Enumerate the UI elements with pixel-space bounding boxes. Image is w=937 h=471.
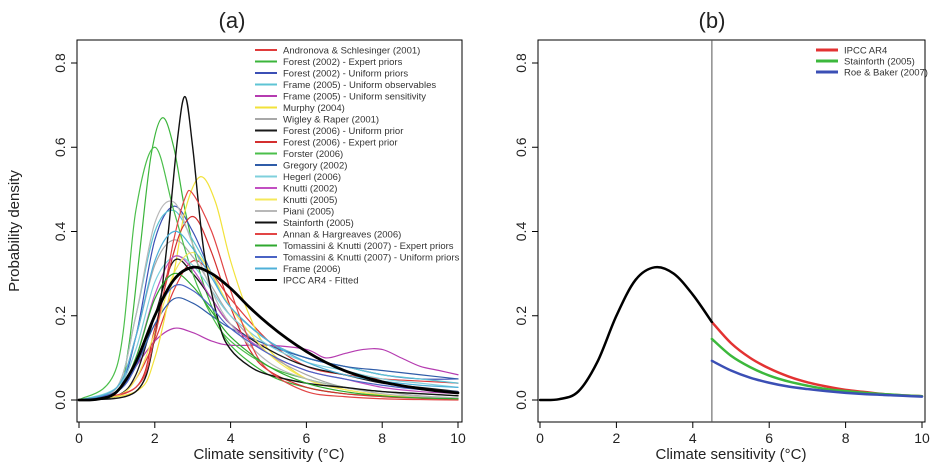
legend-label: Forest (2002) - Uniform priors (283, 68, 408, 79)
legend-label: Frame (2006) (283, 264, 341, 275)
panel-a-xticks: 0 2 4 6 8 10 (75, 422, 466, 446)
series-line (78, 189, 459, 401)
series-line (77, 265, 460, 402)
legend-label: Stainforth (2005) (283, 218, 354, 229)
x-tick-label: 0 (536, 430, 544, 446)
y-tick-label: 0.0 (52, 390, 68, 410)
series-line (78, 284, 459, 401)
y-tick-label: 0.2 (52, 306, 68, 326)
series-line (78, 251, 459, 401)
x-tick-label: 8 (842, 430, 850, 446)
y-tick-label: 0.0 (513, 390, 529, 410)
series-line (78, 200, 459, 401)
y-tick-label: 0.4 (513, 222, 529, 242)
legend-label: Gregory (2002) (283, 160, 347, 171)
legend-label: Annan & Hargreaves (2006) (283, 229, 401, 240)
series-line (710, 320, 924, 398)
legend-label: Stainforth (2005) (844, 56, 915, 67)
legend-label: Forest (2006) - Expert prior (283, 137, 398, 148)
y-tick-label: 0.8 (513, 53, 529, 73)
legend-label: Andronova & Schlesinger (2001) (283, 45, 420, 56)
legend-label: Tomassini & Knutti (2007) - Expert prior… (283, 241, 454, 252)
x-tick-label: 10 (450, 430, 466, 446)
panel-a-xlabel: Climate sensitivity (°C) (193, 446, 344, 463)
legend-label: Frame (2005) - Uniform observables (283, 80, 436, 91)
series-line (78, 272, 459, 401)
x-tick-label: 4 (227, 430, 235, 446)
legend-label: Wigley & Raper (2001) (283, 114, 379, 125)
y-tick-label: 0.6 (52, 137, 68, 157)
panel-a-title: (a) (219, 8, 246, 33)
x-tick-label: 6 (303, 430, 311, 446)
panel-b-series (538, 40, 924, 422)
x-tick-label: 6 (765, 430, 773, 446)
series-line (78, 95, 459, 401)
y-tick-label: 0.4 (52, 222, 68, 242)
panel-a-legend: Andronova & Schlesinger (2001)Forest (20… (255, 45, 460, 286)
panel-a-ylabel: Probability density (6, 170, 23, 292)
legend-label: Murphy (2004) (283, 103, 345, 114)
legend-label: Roe & Baker (2007) (844, 67, 928, 78)
x-tick-label: 2 (613, 430, 621, 446)
legend-label: Piani (2005) (283, 206, 334, 217)
legend-label: Hegerl (2006) (283, 172, 341, 183)
legend-label: Tomassini & Knutti (2007) - Uniform prio… (283, 252, 460, 263)
y-tick-label: 0.2 (513, 306, 529, 326)
x-tick-label: 8 (378, 430, 386, 446)
panel-b-yticks: 0.0 0.2 0.4 0.6 0.8 (513, 53, 538, 410)
x-tick-label: 2 (151, 430, 159, 446)
panel-a: (a) Climate sensitivity (°C) Probability… (6, 8, 466, 463)
x-tick-label: 4 (689, 430, 697, 446)
panel-b-xticks: 0 2 4 6 8 10 (536, 422, 930, 446)
legend-label: IPCC AR4 (844, 45, 887, 56)
panel-b-xlabel: Climate sensitivity (°C) (655, 446, 806, 463)
series-line (78, 255, 459, 401)
legend-label: Forster (2006) (283, 149, 343, 160)
legend-label: Knutti (2002) (283, 183, 337, 194)
legend-label: IPCC AR4 - Fitted (283, 275, 359, 286)
series-line (710, 359, 924, 398)
panel-a-yticks: 0.0 0.2 0.4 0.6 0.8 (52, 53, 77, 410)
panel-b-title: (b) (699, 8, 726, 33)
legend-label: Forest (2006) - Uniform prior (283, 126, 403, 137)
panel-a-series (77, 95, 460, 402)
series-line (538, 265, 714, 402)
legend-label: Knutti (2005) (283, 195, 337, 206)
x-tick-label: 0 (75, 430, 83, 446)
y-tick-label: 0.6 (513, 137, 529, 157)
y-tick-label: 0.8 (52, 53, 68, 73)
legend-label: Forest (2002) - Expert priors (283, 57, 403, 68)
legend-label: Frame (2005) - Uniform sensitivity (283, 91, 426, 102)
panel-b: (b) Climate sensitivity (°C) 0 2 4 6 8 10 0.0… (513, 8, 930, 463)
x-tick-label: 10 (914, 430, 930, 446)
series-line (710, 337, 924, 398)
